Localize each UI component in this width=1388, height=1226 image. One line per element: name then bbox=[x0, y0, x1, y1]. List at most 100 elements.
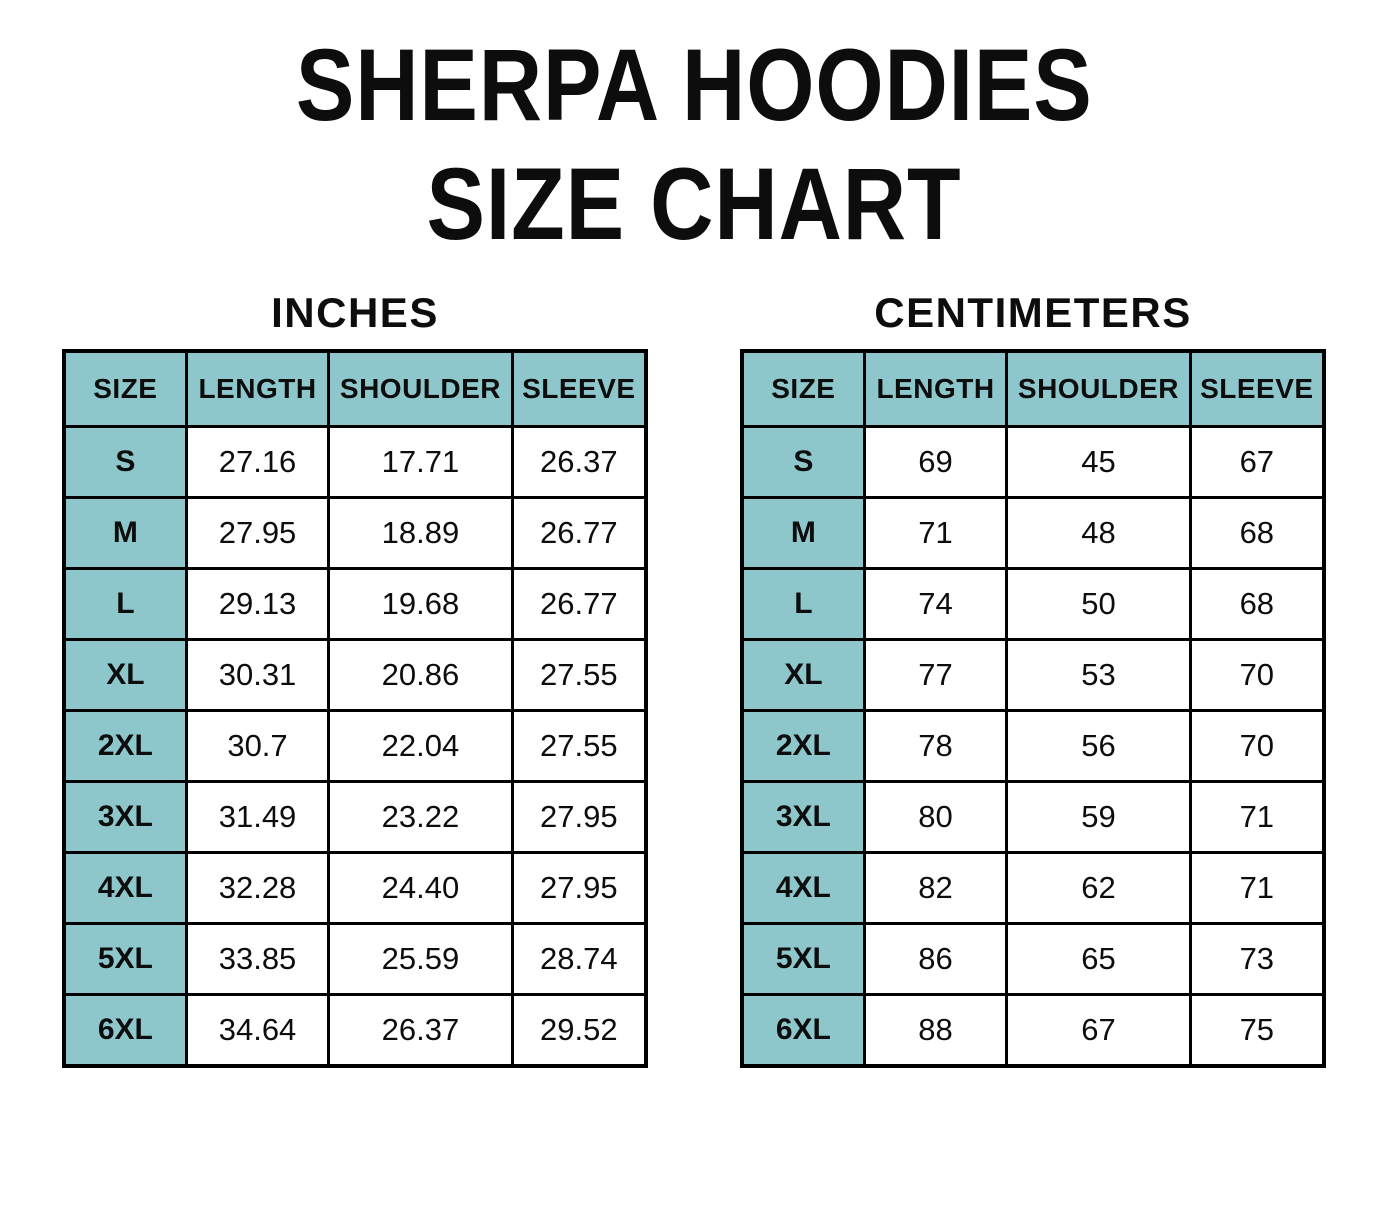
measurement-cell: 67 bbox=[1005, 992, 1192, 1068]
table-row: XL 30.31 20.86 27.55 bbox=[62, 637, 648, 712]
measurement-cell: 62 bbox=[1005, 850, 1192, 925]
measurement-cell: 25.59 bbox=[327, 921, 514, 996]
table-row: 5XL 33.85 25.59 28.74 bbox=[62, 921, 648, 996]
measurement-cell: 73 bbox=[1188, 921, 1326, 996]
table-row: L 29.13 19.68 26.77 bbox=[62, 566, 648, 641]
measurement-cell: 29.13 bbox=[184, 566, 331, 641]
measurement-cell: 53 bbox=[1005, 637, 1192, 712]
table-row: 4XL 82 62 71 bbox=[740, 850, 1326, 925]
table-row: XL 77 53 70 bbox=[740, 637, 1326, 712]
size-chart-page: SHERPA HOODIES SIZE CHART INCHES SIZE LEN… bbox=[0, 26, 1388, 1226]
measurement-cell: 22.04 bbox=[327, 708, 514, 783]
measurement-cell: 45 bbox=[1005, 424, 1192, 499]
size-label-cell: L bbox=[62, 566, 188, 641]
measurement-cell: 18.89 bbox=[327, 495, 514, 570]
measurement-cell: 59 bbox=[1005, 779, 1192, 854]
measurement-cell: 29.52 bbox=[510, 992, 648, 1068]
size-label-cell: 2XL bbox=[740, 708, 866, 783]
measurement-cell: 32.28 bbox=[184, 850, 331, 925]
measurement-cell: 67 bbox=[1188, 424, 1326, 499]
table-row: S 69 45 67 bbox=[740, 424, 1326, 499]
table-row: S 27.16 17.71 26.37 bbox=[62, 424, 648, 499]
measurement-cell: 65 bbox=[1005, 921, 1192, 996]
measurement-cell: 30.7 bbox=[184, 708, 331, 783]
measurement-cell: 78 bbox=[862, 708, 1009, 783]
column-header: LENGTH bbox=[862, 349, 1009, 428]
inches-section: INCHES SIZE LENGTH SHOULDER SLEEVE S 27.16 17.… bbox=[62, 273, 648, 1068]
size-label-cell: 6XL bbox=[62, 992, 188, 1068]
column-header: SHOULDER bbox=[1005, 349, 1192, 428]
size-label-cell: 5XL bbox=[740, 921, 866, 996]
measurement-cell: 68 bbox=[1188, 566, 1326, 641]
table-row: L 74 50 68 bbox=[740, 566, 1326, 641]
page-title: SHERPA HOODIES SIZE CHART bbox=[0, 26, 1388, 265]
table-row: M 71 48 68 bbox=[740, 495, 1326, 570]
size-label-cell: 4XL bbox=[62, 850, 188, 925]
centimeters-table-title: CENTIMETERS bbox=[874, 288, 1192, 336]
column-header: SLEEVE bbox=[510, 349, 648, 428]
measurement-cell: 27.95 bbox=[510, 850, 648, 925]
size-label-cell: XL bbox=[62, 637, 188, 712]
size-label-cell: S bbox=[740, 424, 866, 499]
centimeters-section: CENTIMETERS SIZE LENGTH SHOULDER SLEEVE S 69 4… bbox=[740, 273, 1326, 1068]
measurement-cell: 75 bbox=[1188, 992, 1326, 1068]
table-row: 2XL 30.7 22.04 27.55 bbox=[62, 708, 648, 783]
measurement-cell: 27.95 bbox=[510, 779, 648, 854]
measurement-cell: 70 bbox=[1188, 637, 1326, 712]
measurement-cell: 70 bbox=[1188, 708, 1326, 783]
measurement-cell: 30.31 bbox=[184, 637, 331, 712]
measurement-cell: 28.74 bbox=[510, 921, 648, 996]
measurement-cell: 27.16 bbox=[184, 424, 331, 499]
measurement-cell: 20.86 bbox=[327, 637, 514, 712]
measurement-cell: 82 bbox=[862, 850, 1009, 925]
table-row: 6XL 88 67 75 bbox=[740, 992, 1326, 1068]
measurement-cell: 26.37 bbox=[327, 992, 514, 1068]
column-header: SIZE bbox=[62, 349, 188, 428]
tables-container: INCHES SIZE LENGTH SHOULDER SLEEVE S 27.16 17.… bbox=[0, 273, 1388, 1068]
size-label-cell: 4XL bbox=[740, 850, 866, 925]
measurement-cell: 26.77 bbox=[510, 495, 648, 570]
measurement-cell: 33.85 bbox=[184, 921, 331, 996]
size-label-cell: 3XL bbox=[740, 779, 866, 854]
header-row: SIZE LENGTH SHOULDER SLEEVE bbox=[740, 349, 1326, 428]
measurement-cell: 24.40 bbox=[327, 850, 514, 925]
measurement-cell: 27.55 bbox=[510, 708, 648, 783]
table-row: M 27.95 18.89 26.77 bbox=[62, 495, 648, 570]
measurement-cell: 88 bbox=[862, 992, 1009, 1068]
size-label-cell: S bbox=[62, 424, 188, 499]
measurement-cell: 17.71 bbox=[327, 424, 514, 499]
size-label-cell: 3XL bbox=[62, 779, 188, 854]
measurement-cell: 80 bbox=[862, 779, 1009, 854]
measurement-cell: 26.77 bbox=[510, 566, 648, 641]
column-header: SHOULDER bbox=[327, 349, 514, 428]
size-label-cell: 5XL bbox=[62, 921, 188, 996]
measurement-cell: 71 bbox=[1188, 779, 1326, 854]
table-row: 3XL 31.49 23.22 27.95 bbox=[62, 779, 648, 854]
measurement-cell: 27.95 bbox=[184, 495, 331, 570]
size-label-cell: L bbox=[740, 566, 866, 641]
column-header: SLEEVE bbox=[1188, 349, 1326, 428]
measurement-cell: 71 bbox=[862, 495, 1009, 570]
table-row: 6XL 34.64 26.37 29.52 bbox=[62, 992, 648, 1068]
measurement-cell: 77 bbox=[862, 637, 1009, 712]
measurement-cell: 56 bbox=[1005, 708, 1192, 783]
measurement-cell: 69 bbox=[862, 424, 1009, 499]
page-title-line2: SIZE CHART bbox=[426, 147, 962, 262]
size-label-cell: M bbox=[740, 495, 866, 570]
measurement-cell: 27.55 bbox=[510, 637, 648, 712]
measurement-cell: 34.64 bbox=[184, 992, 331, 1068]
size-label-cell: M bbox=[62, 495, 188, 570]
measurement-cell: 48 bbox=[1005, 495, 1192, 570]
measurement-cell: 50 bbox=[1005, 566, 1192, 641]
centimeters-table: SIZE LENGTH SHOULDER SLEEVE S 69 45 67 M 71 48 68 L 7… bbox=[740, 348, 1326, 1068]
table-row: 4XL 32.28 24.40 27.95 bbox=[62, 850, 648, 925]
column-header: SIZE bbox=[740, 349, 866, 428]
table-row: 5XL 86 65 73 bbox=[740, 921, 1326, 996]
measurement-cell: 26.37 bbox=[510, 424, 648, 499]
size-label-cell: 2XL bbox=[62, 708, 188, 783]
measurement-cell: 71 bbox=[1188, 850, 1326, 925]
measurement-cell: 86 bbox=[862, 921, 1009, 996]
measurement-cell: 74 bbox=[862, 566, 1009, 641]
column-header: LENGTH bbox=[184, 349, 331, 428]
header-row: SIZE LENGTH SHOULDER SLEEVE bbox=[62, 349, 648, 428]
